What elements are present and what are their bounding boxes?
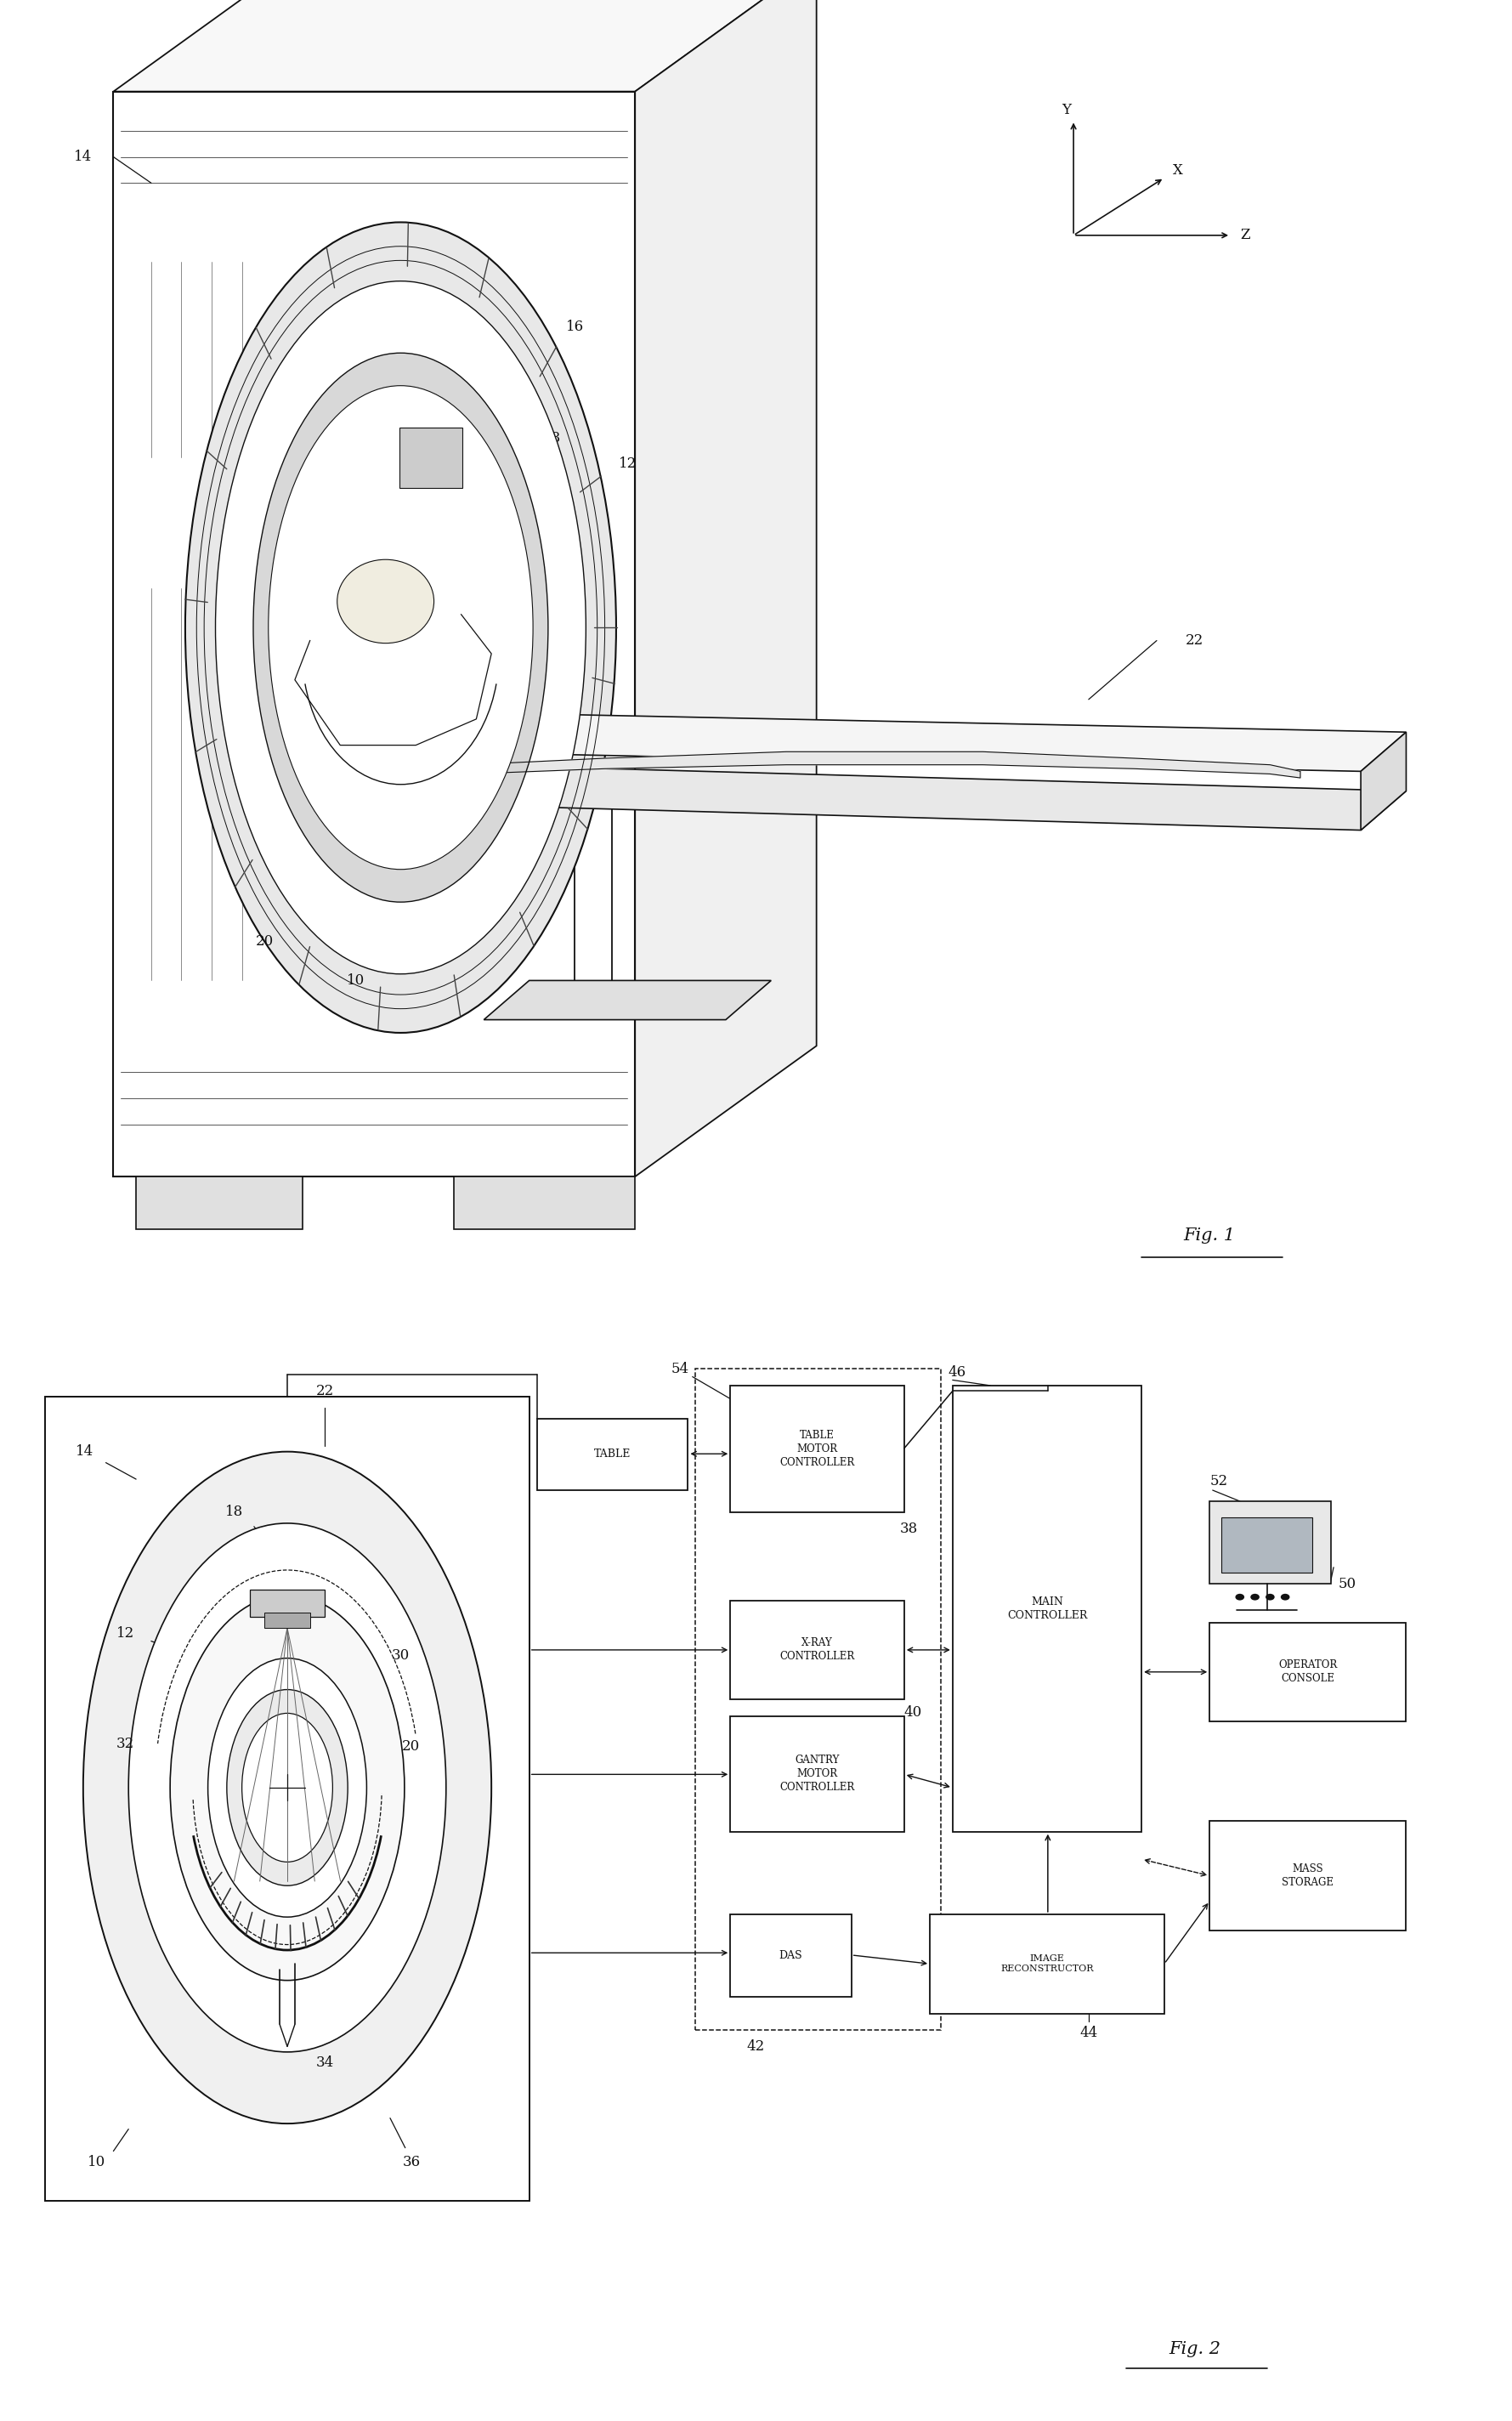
Polygon shape — [113, 92, 635, 1177]
Ellipse shape — [242, 1714, 333, 1862]
Polygon shape — [469, 751, 1300, 777]
Text: DAS: DAS — [779, 1949, 803, 1961]
Polygon shape — [431, 712, 1406, 772]
Text: 18: 18 — [225, 1506, 243, 1520]
Circle shape — [1235, 1593, 1244, 1600]
Bar — [537, 1419, 688, 1491]
Text: 20: 20 — [256, 935, 274, 949]
Circle shape — [337, 559, 434, 644]
Text: 38: 38 — [900, 1520, 918, 1535]
Polygon shape — [136, 1177, 302, 1230]
Ellipse shape — [129, 1523, 446, 2053]
Text: TABLE: TABLE — [594, 1448, 631, 1460]
Ellipse shape — [169, 1595, 405, 1980]
Circle shape — [1250, 1593, 1259, 1600]
Ellipse shape — [207, 1658, 366, 1917]
Bar — [265, 1612, 310, 1627]
Text: 18: 18 — [543, 431, 561, 445]
Ellipse shape — [269, 385, 532, 869]
Text: GANTRY
MOTOR
CONTROLLER: GANTRY MOTOR CONTROLLER — [780, 1755, 854, 1794]
Polygon shape — [484, 981, 771, 1019]
Text: Fig. 1: Fig. 1 — [1184, 1227, 1235, 1244]
Text: 36: 36 — [402, 2155, 420, 2169]
Text: 54: 54 — [671, 1361, 689, 1375]
Bar — [930, 1915, 1164, 2014]
Text: X-RAY
CONTROLLER: X-RAY CONTROLLER — [780, 1637, 854, 1663]
Circle shape — [1266, 1593, 1275, 1600]
Polygon shape — [431, 765, 1406, 830]
Bar — [730, 1600, 904, 1700]
Bar — [1210, 1622, 1406, 1721]
Text: IMAGE
RECONSTRUCTOR: IMAGE RECONSTRUCTOR — [1001, 1954, 1093, 1973]
Polygon shape — [454, 1177, 635, 1230]
Text: 30: 30 — [392, 1649, 410, 1663]
Polygon shape — [635, 0, 816, 1177]
Bar — [696, 1368, 940, 2029]
Text: 34: 34 — [316, 2055, 334, 2070]
Text: 14: 14 — [74, 150, 92, 165]
Bar — [1222, 1518, 1312, 1574]
Ellipse shape — [83, 1453, 491, 2123]
Bar — [249, 1588, 325, 1617]
Text: 14: 14 — [76, 1445, 94, 1460]
Text: MASS
STORAGE: MASS STORAGE — [1282, 1864, 1334, 1888]
Text: 22: 22 — [1185, 634, 1204, 649]
Bar — [1210, 1821, 1406, 1932]
Bar — [730, 1915, 851, 1997]
Text: 40: 40 — [904, 1704, 922, 1719]
Text: 16: 16 — [565, 320, 584, 334]
Polygon shape — [1361, 731, 1406, 830]
Text: 44: 44 — [1080, 2026, 1098, 2041]
Bar — [730, 1385, 904, 1513]
Text: 48: 48 — [1341, 1840, 1359, 1854]
Bar — [953, 1385, 1142, 1833]
Text: 32: 32 — [116, 1736, 135, 1750]
Ellipse shape — [253, 353, 549, 903]
Text: 10: 10 — [346, 973, 364, 988]
Text: Y: Y — [1061, 102, 1070, 116]
Text: X: X — [1173, 162, 1182, 177]
Text: 42: 42 — [747, 2038, 765, 2053]
Text: 46: 46 — [948, 1365, 966, 1380]
Text: Z: Z — [1240, 228, 1250, 242]
Bar — [45, 1397, 529, 2201]
Ellipse shape — [215, 281, 585, 973]
Text: 10: 10 — [88, 2155, 106, 2169]
Circle shape — [1281, 1593, 1290, 1600]
Text: 50: 50 — [1338, 1576, 1356, 1591]
Text: 52: 52 — [1210, 1474, 1228, 1489]
Bar — [1210, 1501, 1331, 1583]
Text: 12: 12 — [116, 1627, 135, 1641]
Polygon shape — [113, 0, 816, 92]
Text: 12: 12 — [618, 458, 637, 472]
Ellipse shape — [227, 1690, 348, 1886]
Text: TABLE
MOTOR
CONTROLLER: TABLE MOTOR CONTROLLER — [780, 1431, 854, 1467]
Text: Fig. 2: Fig. 2 — [1169, 2341, 1220, 2358]
FancyBboxPatch shape — [399, 429, 463, 487]
Text: 20: 20 — [402, 1741, 420, 1755]
Text: OPERATOR
CONSOLE: OPERATOR CONSOLE — [1279, 1661, 1337, 1685]
Ellipse shape — [186, 223, 617, 1034]
Text: 24: 24 — [460, 397, 478, 412]
Text: MAIN
CONTROLLER: MAIN CONTROLLER — [1007, 1595, 1087, 1622]
Bar — [730, 1716, 904, 1833]
Text: 22: 22 — [316, 1385, 334, 1399]
